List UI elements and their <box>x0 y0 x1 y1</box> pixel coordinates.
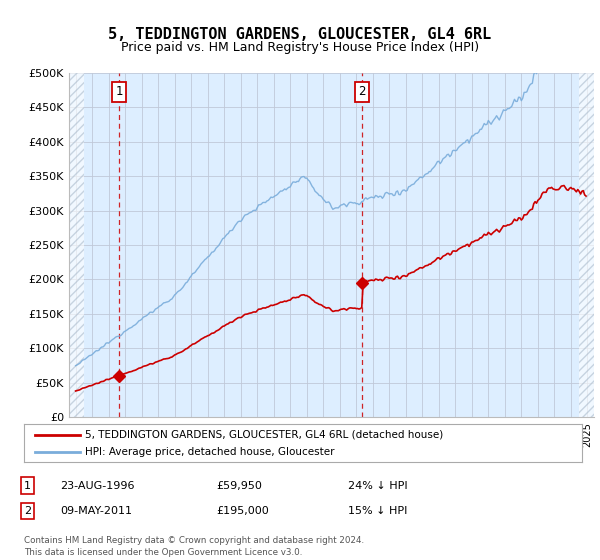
Text: 1: 1 <box>24 480 31 491</box>
Text: 09-MAY-2011: 09-MAY-2011 <box>60 506 132 516</box>
Text: HPI: Average price, detached house, Gloucester: HPI: Average price, detached house, Glou… <box>85 447 335 457</box>
Bar <box>579 73 594 417</box>
Bar <box>69 73 84 417</box>
Text: 5, TEDDINGTON GARDENS, GLOUCESTER, GL4 6RL (detached house): 5, TEDDINGTON GARDENS, GLOUCESTER, GL4 6… <box>85 430 443 440</box>
Text: Contains HM Land Registry data © Crown copyright and database right 2024.
This d: Contains HM Land Registry data © Crown c… <box>24 536 364 557</box>
Text: 2: 2 <box>24 506 31 516</box>
Text: 5, TEDDINGTON GARDENS, GLOUCESTER, GL4 6RL: 5, TEDDINGTON GARDENS, GLOUCESTER, GL4 6… <box>109 27 491 41</box>
Text: 1: 1 <box>115 85 123 98</box>
Text: 2: 2 <box>358 85 366 98</box>
Text: 15% ↓ HPI: 15% ↓ HPI <box>348 506 407 516</box>
Text: 24% ↓ HPI: 24% ↓ HPI <box>348 480 407 491</box>
Text: £59,950: £59,950 <box>216 480 262 491</box>
Text: 23-AUG-1996: 23-AUG-1996 <box>60 480 134 491</box>
Text: Price paid vs. HM Land Registry's House Price Index (HPI): Price paid vs. HM Land Registry's House … <box>121 40 479 54</box>
Text: £195,000: £195,000 <box>216 506 269 516</box>
